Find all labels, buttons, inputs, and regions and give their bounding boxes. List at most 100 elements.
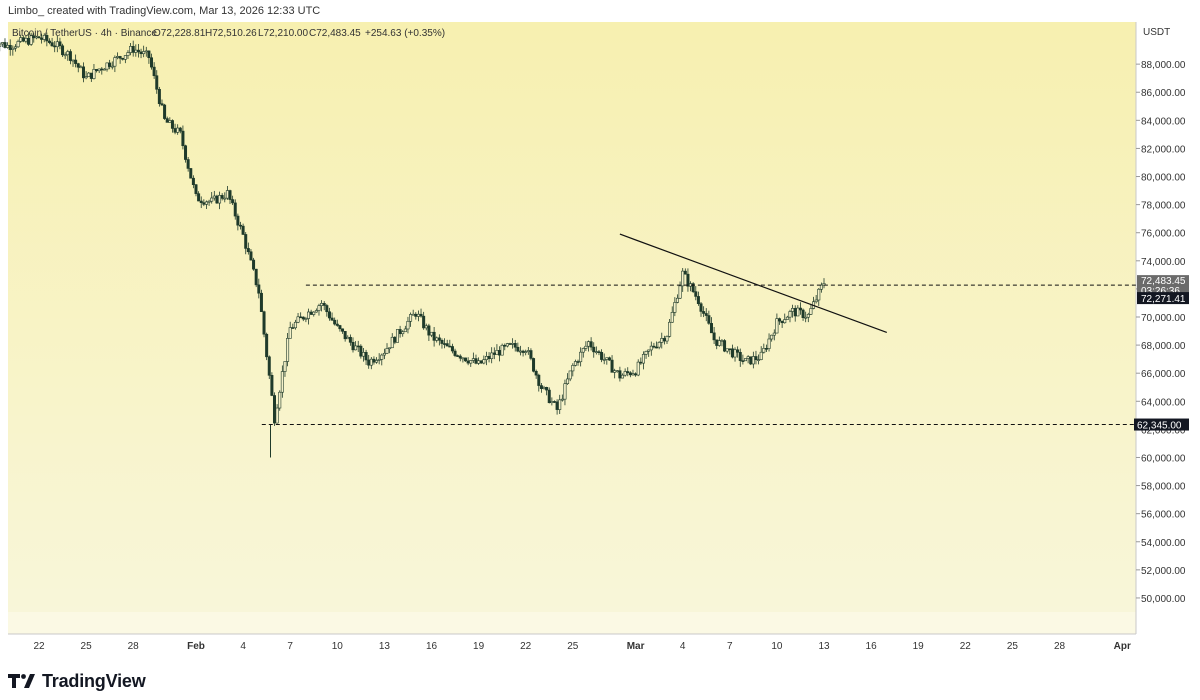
candle: [814, 294, 818, 304]
candle-body: [398, 329, 402, 335]
support-price-box: [1134, 418, 1189, 431]
candle: [330, 312, 334, 321]
x-tick-label: 16: [866, 641, 878, 652]
candle: [652, 342, 656, 349]
candle-body: [45, 35, 49, 42]
candle-body: [320, 303, 324, 306]
candle-body: [552, 401, 556, 403]
candle-body: [662, 338, 666, 342]
candle-body: [118, 56, 122, 59]
y-tick-label: 52,000.00: [1141, 566, 1186, 577]
candle-body: [681, 270, 685, 287]
candle-body: [743, 358, 747, 362]
candle-body: [479, 360, 483, 364]
candle: [262, 310, 266, 338]
candle: [770, 334, 774, 342]
candle-body: [736, 349, 740, 353]
y-tick-label: 88,000.00: [1141, 60, 1186, 71]
candle-body: [351, 342, 355, 351]
brand[interactable]: TradingView: [8, 668, 146, 694]
candle: [757, 354, 761, 365]
candle: [191, 175, 195, 189]
candle-body: [134, 49, 138, 53]
candle: [296, 313, 300, 324]
footer: TradingView: [0, 663, 1200, 700]
candle-body: [32, 35, 36, 39]
candle-body: [236, 215, 240, 226]
time-axis[interactable]: 22 25 28 Feb 4 7 10 13 16 19 22 25 Mar 4 7 10 13 16 19 22 25…: [33, 641, 1131, 652]
candle-body: [401, 331, 405, 335]
candle-body: [322, 303, 326, 306]
candle: [532, 357, 536, 373]
x-tick-label: 16: [426, 641, 438, 652]
candle: [600, 349, 604, 363]
candle-body: [725, 348, 729, 352]
candle: [110, 61, 114, 70]
candle-body: [409, 314, 413, 322]
candle-body: [144, 50, 148, 53]
candle: [76, 62, 80, 73]
candle-body: [367, 359, 371, 366]
candle-body: [50, 42, 54, 47]
y-tick-label: 54,000.00: [1141, 538, 1186, 549]
candle-body: [338, 325, 342, 330]
candle-body: [610, 359, 614, 373]
candle-body: [327, 311, 331, 319]
candle: [359, 344, 363, 359]
candlestick-chart[interactable]: Bitcoin / TetherUS · 4h · Binance O72,22…: [0, 22, 1200, 662]
candle: [801, 308, 805, 321]
candle-body: [778, 318, 782, 322]
candle-body: [364, 352, 368, 361]
candle: [819, 282, 823, 293]
candle-body: [453, 350, 457, 356]
candle-body: [92, 69, 96, 79]
candle-body: [341, 328, 345, 332]
candle-body: [395, 329, 399, 343]
candle: [354, 341, 358, 351]
candle: [74, 54, 78, 68]
candle-body: [458, 355, 462, 359]
chart-area[interactable]: Bitcoin / TetherUS · 4h · Binance O72,22…: [0, 22, 1200, 662]
candle-body: [600, 352, 604, 360]
candle-body: [105, 62, 109, 70]
tradingview-logo-icon: [8, 674, 35, 688]
candle-body: [495, 350, 499, 355]
candle-body: [759, 351, 763, 360]
candle-body: [129, 46, 133, 53]
candle: [16, 39, 20, 48]
candle-body: [42, 35, 46, 40]
descending-trendline[interactable]: [619, 233, 888, 334]
price-axis[interactable]: 88,000.00 86,000.00 84,000.00 82,000.00 80,0…: [1136, 60, 1186, 605]
candle: [537, 373, 541, 392]
candle: [343, 331, 347, 342]
y-tick-label: 66,000.00: [1141, 369, 1186, 380]
candle-body: [683, 270, 687, 275]
candle: [657, 341, 661, 350]
candle-body: [435, 337, 439, 341]
candle: [348, 334, 352, 346]
candle: [186, 156, 190, 172]
last-price-label: 72,483.45: [1141, 276, 1186, 287]
candle: [184, 144, 188, 163]
candle-body: [317, 305, 321, 311]
candle-body: [505, 343, 509, 347]
y-tick-label: 84,000.00: [1141, 116, 1186, 127]
candle-body: [53, 45, 57, 48]
x-tick-label: 28: [1054, 641, 1066, 652]
candle: [118, 55, 122, 64]
candle-body: [108, 62, 112, 67]
candle-body: [568, 370, 572, 380]
candle-body: [607, 357, 611, 361]
x-tick-label: 19: [473, 641, 485, 652]
candle-body: [270, 375, 274, 396]
candle: [655, 341, 659, 349]
candle: [113, 55, 117, 73]
candle-body: [503, 344, 507, 347]
candle-body: [623, 371, 627, 376]
candle-body: [275, 407, 279, 424]
candle-body: [639, 361, 643, 364]
candle-body: [212, 195, 216, 199]
candle-body: [210, 197, 214, 202]
candle-body: [157, 88, 161, 104]
candle: [270, 372, 274, 397]
